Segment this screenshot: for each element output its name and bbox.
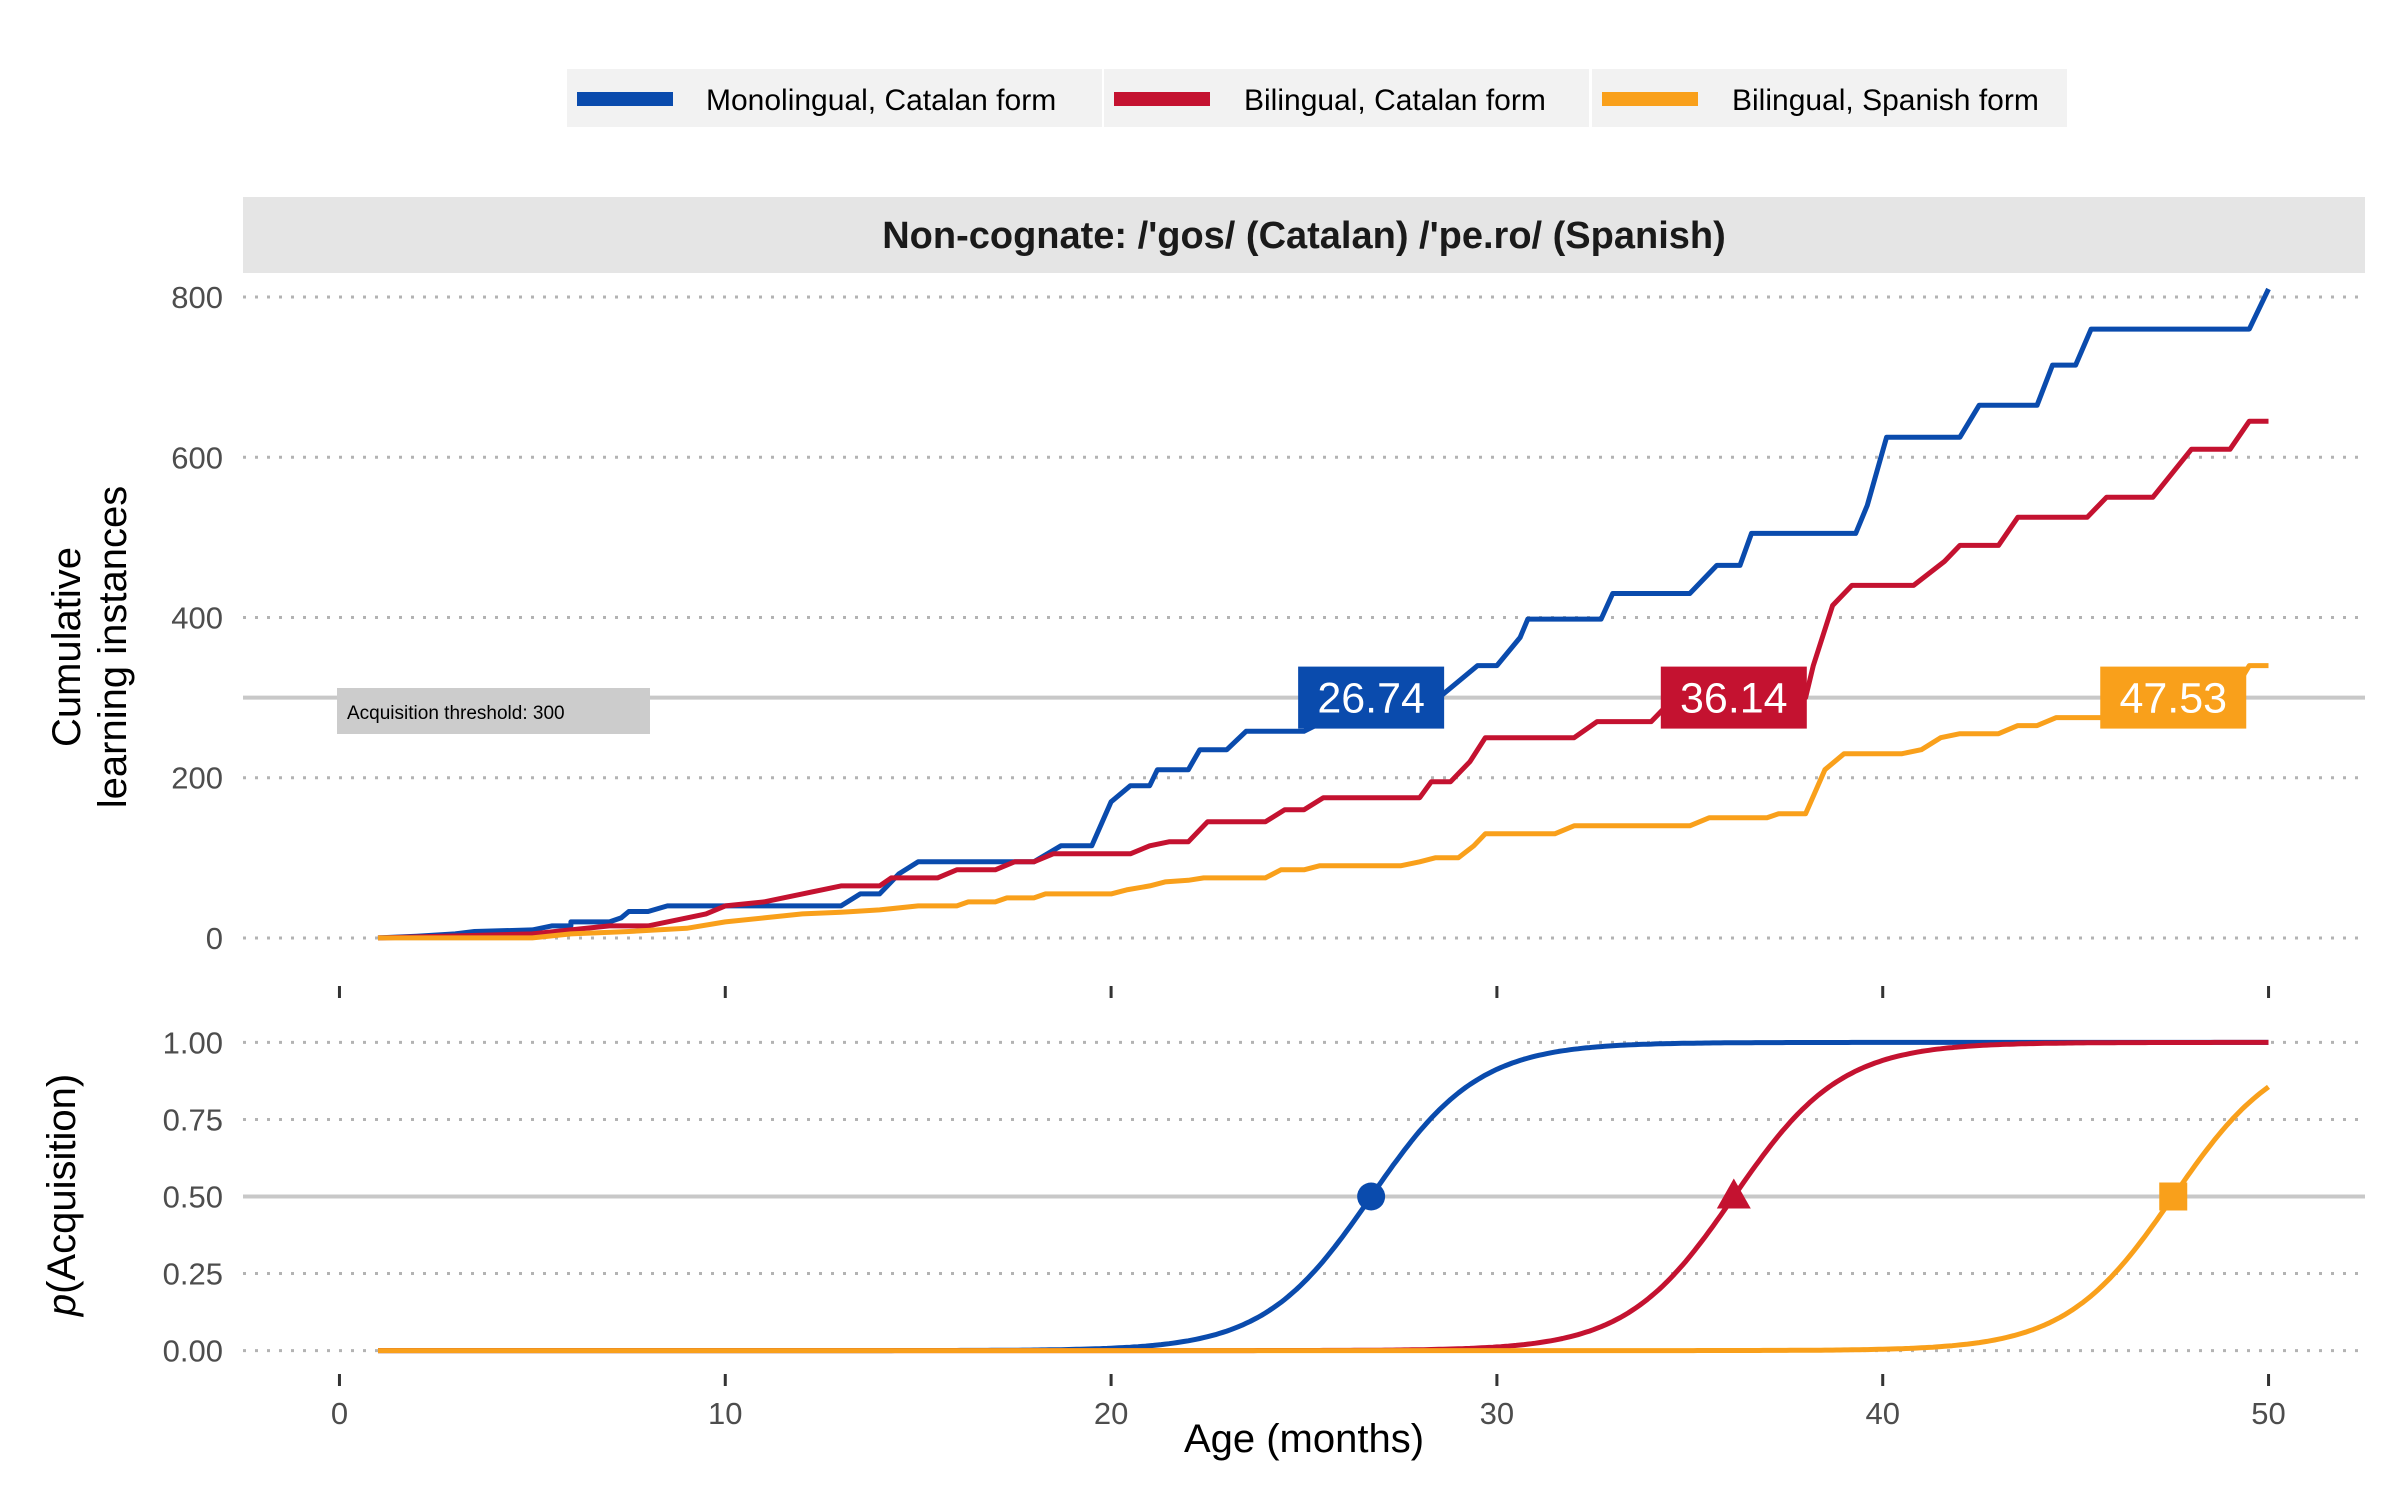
top-y-axis-title-line2: learning instances: [91, 486, 135, 808]
acquisition-age-label-box: [1298, 666, 1445, 729]
legend-swatch-bilingual-spanish: [1602, 92, 1698, 106]
top-panel-y-tick-labels: 0 200 400 600 800: [171, 280, 223, 956]
bottom-panel-x-tick-labels: 0 10 20 30 40 50: [331, 1374, 2286, 1431]
top-y-tick-label: 200: [171, 761, 223, 796]
top-y-tick-label: 400: [171, 600, 223, 635]
series-line-bilingual-catalan-form: [377, 418, 2269, 941]
top-panel-x-ticks: [337, 986, 2271, 998]
legend-swatch-bilingual-catalan: [1114, 92, 1210, 106]
top-y-tick-label: 800: [171, 280, 223, 315]
bottom-x-tick-label: 50: [2251, 1396, 2285, 1431]
acquisition-age-label-box: [1660, 666, 1807, 729]
bottom-y-tick-label: 0.50: [163, 1180, 223, 1215]
bottom-panel-y-tick-labels: 0.00 0.25 0.50 0.75 1.00: [163, 1025, 223, 1368]
bottom-y-axis-title-p: p: [40, 1294, 84, 1317]
top-panel-value-labels: 26.74 36.14 47.53: [1298, 666, 2247, 729]
legend-swatch-monolingual-catalan: [577, 92, 673, 106]
series-line-bilingual-spanish-form: [378, 663, 2269, 941]
midpoint-marker-circle: [1357, 1182, 1386, 1211]
top-y-tick-label: 0: [206, 921, 223, 956]
threshold-label: Acquisition threshold: 300: [347, 703, 565, 724]
legend: Monolingual, Catalan form Bilingual, Cat…: [567, 69, 2067, 127]
legend-label-monolingual-catalan: Monolingual, Catalan form: [706, 84, 1056, 117]
acquisition-age-label-box: [2100, 666, 2247, 729]
bottom-y-tick-label: 0.00: [163, 1334, 223, 1369]
top-y-axis-title-line1: Cumulative: [45, 547, 89, 747]
probability-curve-bilingual-spanish-form: [378, 1084, 2271, 1354]
bottom-y-axis-title: p(Acquisition): [40, 1074, 84, 1317]
bottom-x-tick-label: 30: [1480, 1396, 1514, 1431]
x-axis-title: Age (months): [1184, 1417, 1424, 1461]
bottom-x-tick-label: 0: [331, 1396, 348, 1431]
bottom-x-tick-label: 20: [1094, 1396, 1128, 1431]
facet-strip-title: Non-cognate: /'gos/ (Catalan) /'pe.ro/ (…: [882, 215, 1726, 257]
bottom-y-axis-title-rest: (Acquisition): [40, 1074, 84, 1294]
top-panel-grid: [243, 295, 2365, 940]
midpoint-marker-triangle: [1716, 1178, 1751, 1209]
acquisition-age-label: 36.14: [1680, 675, 1788, 723]
legend-label-bilingual-spanish: Bilingual, Spanish form: [1732, 84, 2039, 117]
threshold-label-box: [337, 688, 650, 734]
facet-strip: [243, 197, 2365, 273]
acquisition-age-label: 26.74: [1317, 675, 1425, 723]
bottom-y-tick-label: 1.00: [163, 1025, 223, 1060]
top-y-tick-label: 600: [171, 440, 223, 475]
bottom-x-tick-label: 40: [1865, 1396, 1899, 1431]
bottom-x-tick-label: 10: [708, 1396, 742, 1431]
midpoint-marker-square: [2159, 1182, 2188, 1211]
top-panel-series: [377, 287, 2271, 941]
series-line-monolingual-catalan-form: [377, 287, 2271, 941]
bottom-panel-markers: [1357, 1178, 2188, 1211]
acquisition-age-label: 47.53: [2119, 675, 2227, 723]
bottom-panel-series: [378, 1039, 2271, 1354]
bottom-y-tick-label: 0.25: [163, 1257, 223, 1292]
bottom-y-tick-label: 0.75: [163, 1102, 223, 1137]
legend-label-bilingual-catalan: Bilingual, Catalan form: [1244, 84, 1546, 117]
